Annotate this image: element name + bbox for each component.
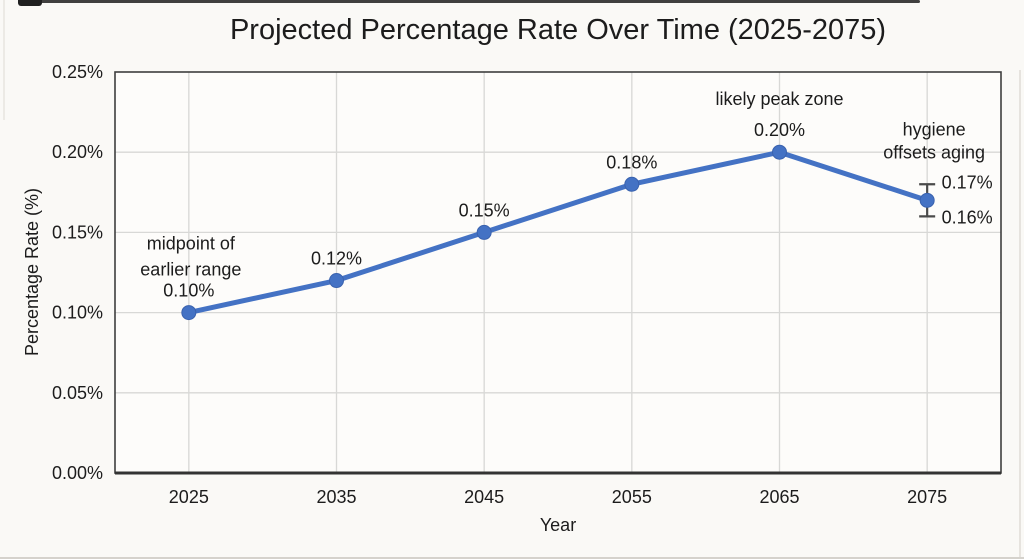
data-point [919,192,935,208]
data-point [476,224,492,240]
x-tick-label: 2075 [907,487,947,507]
y-axis-title: Percentage Rate (%) [22,188,42,356]
x-axis-title: Year [540,515,576,535]
photo-top-edge-mark [18,0,42,6]
x-tick-label: 2035 [316,487,356,507]
y-tick-label: 0.05% [52,383,103,403]
y-tick-label: 0.20% [52,142,103,162]
data-point [772,144,787,160]
photo-right-edge-line [1019,70,1021,559]
annotation-line: midpoint of [147,234,236,254]
error-bar-lower-label: 0.16% [942,207,993,227]
x-tick-label: 2055 [612,487,652,507]
data-point [181,305,197,321]
x-tick-label: 2045 [464,487,504,507]
chart-title: Projected Percentage Rate Over Time (202… [230,14,886,46]
data-point [624,176,640,192]
data-label: 0.18% [606,152,657,172]
x-tick-label: 2025 [169,487,209,507]
data-label: 0.20% [754,120,805,140]
y-tick-label: 0.00% [52,463,103,483]
photo-top-edge-line [18,0,920,3]
y-tick-label: 0.25% [52,62,103,82]
y-tick-label: 0.10% [52,303,103,323]
data-label: 0.15% [459,200,510,220]
x-tick-label: 2065 [759,487,799,507]
data-label: 0.10% [163,281,214,301]
data-point [329,273,344,289]
annotation-line: offsets aging [883,142,985,162]
y-tick-label: 0.15% [52,222,103,242]
plot-area [115,72,1001,473]
data-label: 0.12% [311,249,362,269]
photo-bottom-edge-line [0,557,1024,559]
photo-left-edge-line [3,0,5,120]
annotation-line: likely peak zone [715,89,843,109]
series-line [186,149,930,316]
annotation-line: earlier range [140,260,241,280]
annotation-line: hygiene [903,119,966,139]
error-bar-upper-label: 0.17% [942,172,993,192]
